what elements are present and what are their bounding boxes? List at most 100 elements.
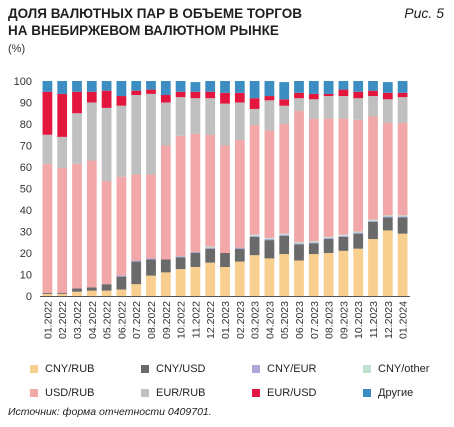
- chart-title-line1: ДОЛЯ ВАЛЮТНЫХ ПАР В ОБЪЕМЕ ТОРГОВ: [8, 6, 303, 21]
- y-tick-label: 40: [20, 205, 32, 217]
- bar-segment: [382, 216, 393, 218]
- bar-segment: [190, 253, 201, 267]
- bar-segment: [249, 234, 260, 236]
- legend-label: CNY/other: [378, 363, 430, 375]
- bar-segment: [116, 81, 127, 97]
- bar-segment: [146, 174, 156, 259]
- bar-segment: [294, 243, 304, 245]
- bar-segment: [397, 233, 408, 296]
- bar-segment: [86, 81, 97, 92]
- bar-segment: [190, 133, 201, 252]
- x-tick-label: 05.2022: [102, 301, 114, 339]
- bar-segment: [86, 160, 97, 288]
- bar-stack: [323, 81, 334, 296]
- x-tick-label: 09.2023: [338, 301, 350, 339]
- bar-segment: [249, 108, 260, 126]
- bar-segment: [323, 81, 334, 94]
- legend-item: EUR/USD: [252, 387, 317, 399]
- bar-segment: [264, 81, 275, 97]
- y-tick-label: 70: [20, 141, 32, 153]
- bar-segment: [190, 91, 201, 99]
- bar-segment: [146, 258, 156, 260]
- bar-segment: [101, 284, 112, 291]
- bar-segment: [353, 232, 364, 234]
- legend-swatch: [363, 389, 371, 397]
- bar-stack: [175, 81, 186, 297]
- bar-segment: [57, 168, 68, 293]
- bar-segment: [57, 292, 68, 294]
- bar-segment: [249, 125, 260, 235]
- bar-segment: [101, 180, 112, 285]
- bar-segment: [175, 91, 186, 98]
- bar-segment: [146, 275, 156, 296]
- bar-stack: [220, 81, 230, 296]
- chart-title: ДОЛЯ ВАЛЮТНЫХ ПАР В ОБЪЕМЕ ТОРГОВ НА ВНЕ…: [8, 5, 368, 39]
- x-tick-label: 06.2023: [294, 301, 306, 339]
- bar-segment: [264, 130, 275, 238]
- x-tick-label: 05.2023: [279, 301, 291, 339]
- x-tick-label: 11.2022: [190, 301, 202, 338]
- x-tick-label: 03.2022: [72, 301, 84, 339]
- bar-segment: [397, 217, 408, 234]
- bar-segment: [146, 259, 156, 276]
- bar-segment: [353, 91, 364, 99]
- bar-stack: [234, 81, 245, 296]
- y-tick-label: 10: [20, 270, 32, 282]
- bar-stack: [146, 81, 156, 296]
- bar-segment: [368, 221, 378, 240]
- y-tick-label: 50: [20, 184, 32, 196]
- bar-stack: [308, 81, 319, 296]
- bar-segment: [397, 216, 408, 218]
- bar-segment: [353, 233, 364, 249]
- bar-segment: [131, 94, 142, 175]
- bar-segment: [397, 92, 408, 98]
- legend-item: CNY/EUR: [252, 363, 317, 375]
- x-tick-label: 12.2022: [205, 301, 217, 339]
- bar-segment: [131, 260, 142, 262]
- bar-segment: [397, 97, 408, 123]
- bar-segment: [323, 93, 334, 97]
- bar-segment: [338, 250, 349, 296]
- legend-label: EUR/RUB: [156, 387, 206, 399]
- bar-segment: [294, 92, 304, 99]
- bar-segment: [368, 219, 378, 221]
- legend-swatch: [141, 389, 149, 397]
- bar-segment: [279, 82, 290, 100]
- bar-segment: [72, 163, 82, 289]
- x-tick-label: 10.2022: [176, 301, 188, 339]
- x-tick-label: 12.2023: [383, 301, 395, 339]
- bar-segment: [338, 234, 349, 236]
- legend-label: EUR/USD: [267, 387, 317, 399]
- bar-stack: [72, 81, 82, 296]
- bar-segment: [116, 96, 127, 106]
- bar-stack: [294, 81, 304, 296]
- x-tick-label: 02.2023: [235, 301, 247, 339]
- legend-label: Другие: [378, 387, 414, 399]
- x-tick-label: 06.2022: [116, 301, 128, 339]
- bar-segment: [234, 140, 245, 248]
- bar-segment: [42, 81, 53, 92]
- bar-segment: [234, 248, 245, 262]
- bar-segment: [190, 266, 201, 296]
- bar-segment: [338, 89, 349, 97]
- bar-segment: [220, 103, 230, 146]
- bar-segment: [308, 81, 319, 94]
- x-tick-label: 01.2022: [42, 301, 54, 339]
- bar-segment: [249, 255, 260, 296]
- legend-label: CNY/EUR: [267, 363, 317, 375]
- bar-segment: [323, 253, 334, 296]
- bar-segment: [368, 220, 378, 222]
- bar-segment: [190, 98, 201, 134]
- bar-segment: [42, 293, 53, 296]
- x-tick-label: 09.2022: [161, 301, 173, 339]
- legend-swatch: [30, 389, 38, 397]
- bar-segment: [86, 102, 97, 161]
- bar-segment: [190, 82, 201, 92]
- bar-segment: [220, 253, 230, 267]
- bar-segment: [294, 244, 304, 261]
- x-tick-label: 04.2023: [264, 301, 276, 339]
- bar-segment: [264, 258, 275, 297]
- bar-segment: [338, 118, 349, 235]
- bar-segment: [116, 176, 127, 276]
- bar-segment: [190, 251, 201, 253]
